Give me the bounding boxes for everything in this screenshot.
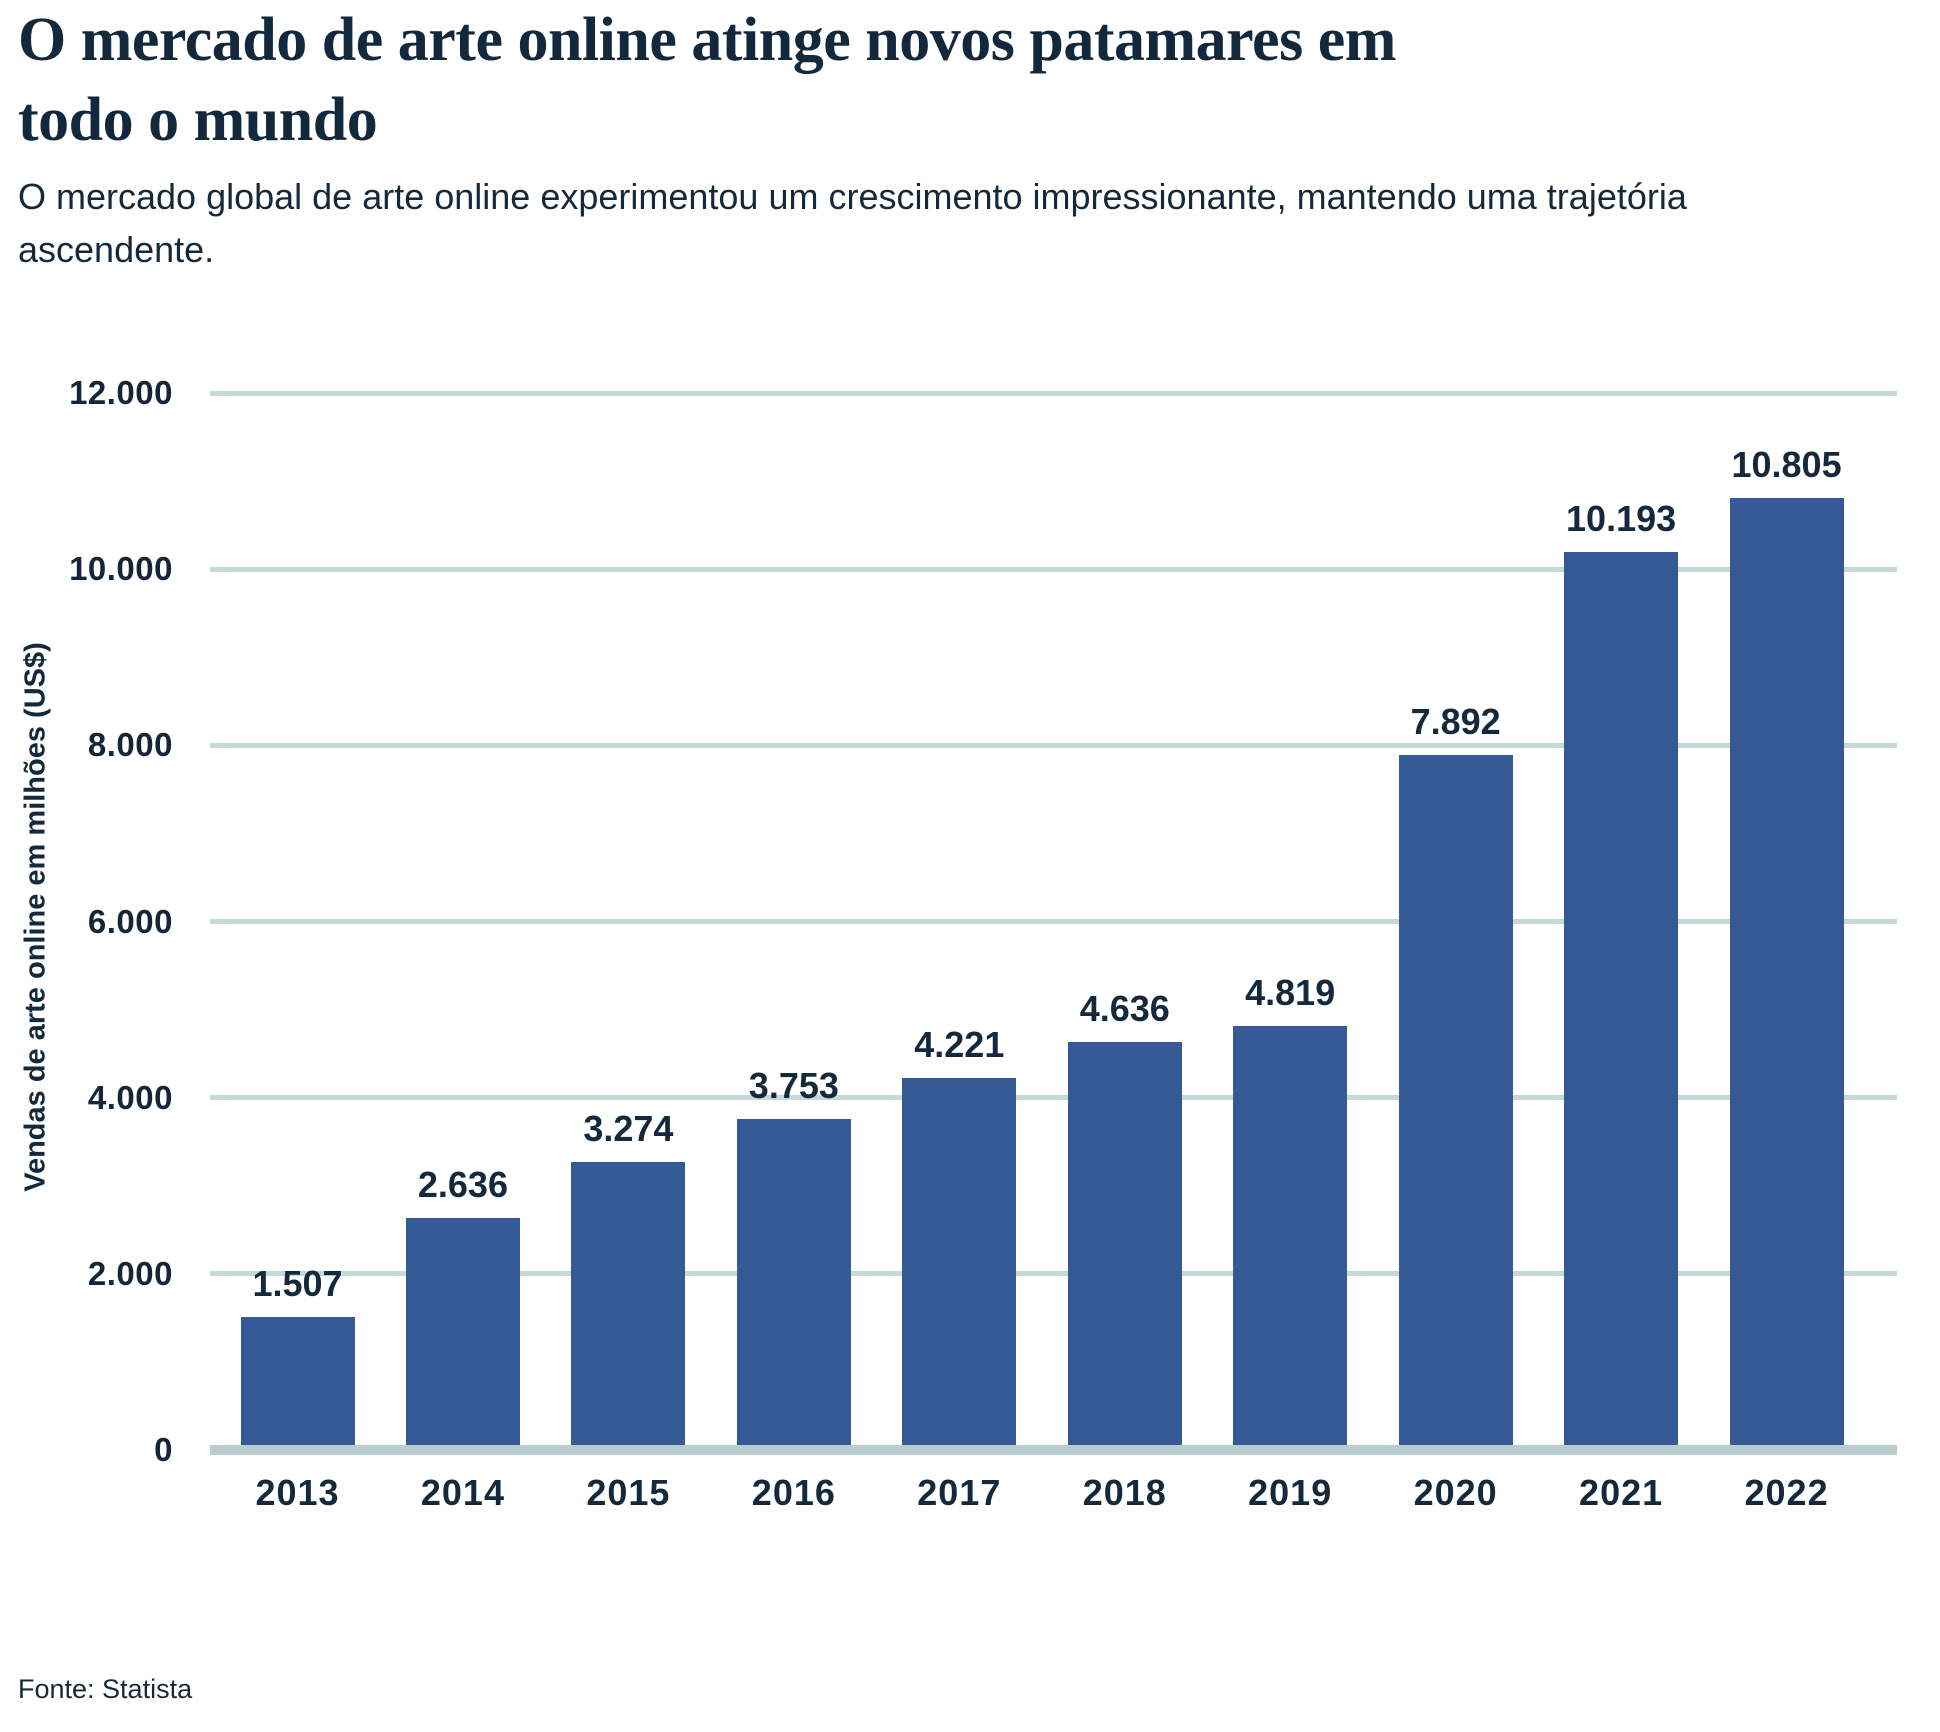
x-axis-tick-label-2020: 2020 [1413, 1472, 1498, 1513]
y-axis-tick-label: 2.000 [87, 1254, 173, 1292]
bar-2020 [1398, 754, 1513, 1445]
y-axis-tick-label: 4.000 [87, 1078, 173, 1116]
bar-value-label-2017: 4.221 [914, 1024, 1005, 1066]
gridline-4.000 [210, 1095, 1897, 1101]
gridline-10.000 [210, 566, 1897, 572]
bar-2015 [571, 1161, 686, 1445]
x-axis-tick-label-2018: 2018 [1082, 1472, 1167, 1513]
bar-value-label-2015: 3.274 [583, 1107, 674, 1149]
y-axis-tick-label: 12.000 [69, 374, 173, 411]
bar-2016 [736, 1119, 851, 1445]
bar-2017 [902, 1078, 1017, 1445]
page-title: O mercado de arte online atinge novos pa… [18, 0, 1718, 160]
source-note: Fonte: Statista [18, 1674, 193, 1704]
bar-value-label-2022: 10.805 [1731, 444, 1842, 486]
gridline-12.000 [210, 390, 1897, 396]
gridline-2.000 [210, 1271, 1897, 1277]
x-axis-tick-label-2015: 2015 [586, 1472, 671, 1513]
x-axis-tick-label-2016: 2016 [751, 1472, 836, 1513]
bar-2019 [1233, 1025, 1348, 1445]
page-subtitle-line-2: ascendente. [18, 229, 215, 270]
y-axis-tick-label: 6.000 [87, 902, 173, 940]
x-axis-tick-label-2014: 2014 [420, 1472, 505, 1513]
bar-value-label-2014: 2.636 [417, 1163, 508, 1205]
bar-2022 [1729, 498, 1844, 1445]
x-axis-tick-label-2022: 2022 [1744, 1472, 1829, 1513]
y-axis-tick-label: 0 [154, 1431, 173, 1468]
page-title-line-1: O mercado de arte online atinge novos pa… [18, 6, 1396, 74]
x-axis-tick-label-2019: 2019 [1248, 1472, 1333, 1513]
y-axis-tick-label: 8.000 [87, 726, 173, 764]
page-subtitle-line-1: O mercado global de arte online experime… [18, 176, 1687, 217]
gridline-8.000 [210, 742, 1897, 748]
bar-2014 [405, 1217, 520, 1445]
bar-value-label-2016: 3.753 [748, 1065, 839, 1107]
bar-2021 [1564, 552, 1679, 1445]
x-axis-tick-label-2013: 2013 [255, 1472, 340, 1513]
bar-value-label-2020: 7.892 [1410, 700, 1501, 742]
bar-value-label-2013: 1.507 [252, 1263, 343, 1305]
bar-value-label-2021: 10.193 [1566, 498, 1677, 540]
bar-value-label-2019: 4.819 [1245, 971, 1336, 1013]
bar-value-label-2018: 4.636 [1079, 987, 1170, 1029]
x-axis-tick-label-2021: 2021 [1579, 1472, 1664, 1513]
y-axis-tick-label: 10.000 [69, 550, 173, 588]
bar-2013 [240, 1317, 355, 1445]
page-subtitle: O mercado global de arte online experime… [18, 170, 1898, 276]
bar-2018 [1067, 1041, 1182, 1445]
x-axis-baseline [210, 1445, 1897, 1455]
page-title-line-2: todo o mundo [18, 86, 378, 154]
x-axis-tick-label-2017: 2017 [917, 1472, 1002, 1513]
gridline-6.000 [210, 919, 1897, 924]
